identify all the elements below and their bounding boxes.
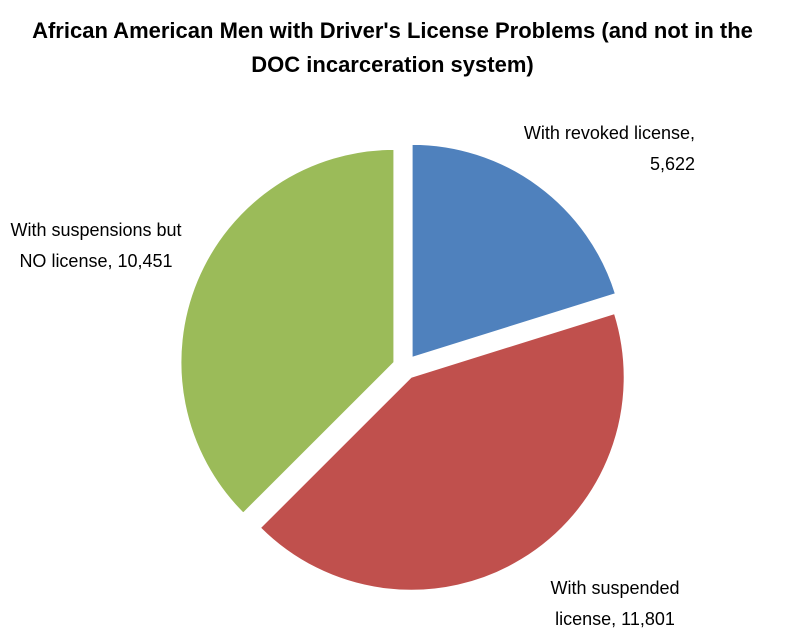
chart-title: African American Men with Driver's Licen… bbox=[32, 18, 753, 77]
pie-slice bbox=[411, 143, 616, 359]
pie-slice bbox=[180, 148, 395, 514]
slice-label: With suspended license 11,801 bbox=[520, 573, 710, 628]
value-label: 11,801 bbox=[621, 609, 675, 628]
pie-slice bbox=[259, 312, 625, 591]
value-label: 10,451 bbox=[117, 251, 173, 271]
category-label: With revoked license bbox=[524, 123, 695, 143]
value-label: 5,622 bbox=[649, 154, 695, 174]
slice-label: With revoked license 5,622 bbox=[520, 118, 695, 180]
slice-label: With suspensions but NO license 10,451 bbox=[0, 215, 192, 277]
